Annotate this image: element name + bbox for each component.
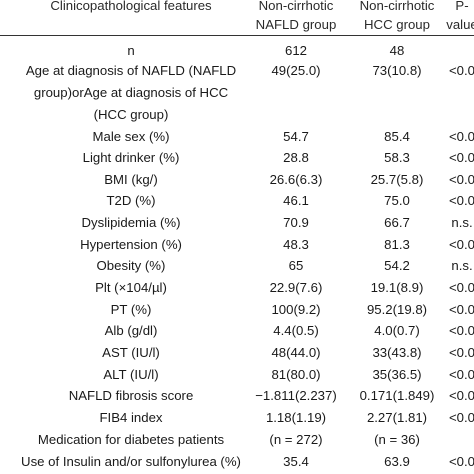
table-cell-p: <0.0 (448, 63, 474, 78)
table-cell-p: <0.0 (448, 193, 474, 208)
table-cell-nafld: 35.4 (283, 454, 309, 469)
table-cell-p: <0.0 (448, 172, 474, 187)
table-cell-hcc: 85.4 (384, 129, 410, 144)
table-cell-p: <0.0 (448, 410, 474, 425)
table-cell-hcc: 73(10.8) (372, 63, 422, 78)
table-cell-nafld: (n = 272) (269, 432, 323, 447)
table-cell-p: <0.0 (448, 129, 474, 144)
header-nafld-line2: NAFLD group (255, 17, 337, 32)
table-cell-hcc: 95.2(19.8) (366, 302, 428, 317)
table-cell-feature: NAFLD fibrosis score (68, 388, 194, 403)
table-cell-feature: Light drinker (%) (82, 150, 180, 165)
table-cell-p: <0.0 (448, 237, 474, 252)
header-hcc-line1: Non-cirrhotic (359, 0, 435, 13)
table-cell-nafld: 46.1 (283, 193, 309, 208)
table-cell-nafld: 49(25.0) (271, 63, 321, 78)
table-cell-feature: Age at diagnosis of NAFLD (NAFLD (25, 63, 237, 78)
header-hcc-line2: HCC group (364, 17, 430, 32)
header-p-line1: P- (455, 0, 469, 13)
table-cell-nafld: 48(44.0) (271, 345, 321, 360)
table-cell-hcc: 54.2 (384, 258, 410, 273)
table-cell-nafld: 4.4(0.5) (273, 323, 319, 338)
table-cell-feature: Medication for diabetes patients (37, 432, 225, 447)
table-cell-feature: Male sex (%) (92, 129, 170, 144)
table-cell-nafld: 48.3 (283, 237, 309, 252)
table-cell-nafld: 70.9 (283, 215, 309, 230)
table-cell-feature: ALT (IU/l) (103, 367, 159, 382)
table-cell-feature: BMI (kg/) (104, 172, 158, 187)
table-cell-nafld: 81(80.0) (271, 367, 321, 382)
table-cell-hcc: (n = 36) (374, 432, 420, 447)
table-cell-hcc: 75.0 (384, 193, 410, 208)
header-rule (0, 35, 474, 36)
table-cell-p: n.s. (451, 258, 473, 273)
table-cell-feature: FIB4 index (99, 410, 163, 425)
table-cell-hcc: 81.3 (384, 237, 410, 252)
table-cell-p: <0.0 (448, 454, 474, 469)
table-cell-feature: group)orAge at diagnosis of HCC (33, 85, 229, 100)
table-cell-feature: Use of Insulin and/or sulfonylurea (%) (21, 454, 241, 469)
table-cell-hcc: 33(43.8) (372, 345, 422, 360)
table-cell-hcc: 4.0(0.7) (374, 323, 420, 338)
table-cell-hcc: 2.27(1.81) (366, 410, 428, 425)
header-features: Clinicopathological features (50, 0, 212, 13)
header-nafld-line1: Non-cirrhotic (258, 0, 334, 13)
table-cell-hcc: 58.3 (384, 150, 410, 165)
table-cell-nafld: 612 (284, 43, 307, 58)
table-cell-p: <0.0 (448, 388, 474, 403)
table-cell-p: <0.0 (448, 280, 474, 295)
table-cell-nafld: −1.811(2.237) (255, 388, 337, 403)
table-cell-hcc: 0.171(1.849) (359, 388, 435, 403)
table-cell-hcc: 66.7 (384, 215, 410, 230)
table-cell-feature: T2D (%) (106, 193, 156, 208)
table-cell-feature: AST (IU/l) (102, 345, 160, 360)
table-cell-feature: (HCC group) (93, 107, 169, 122)
table-cell-nafld: 100(9.2) (271, 302, 321, 317)
table-cell-feature: Obesity (%) (96, 258, 166, 273)
table-cell-feature: n (127, 43, 135, 58)
table-cell-p: <0.0 (448, 150, 474, 165)
table-cell-hcc: 19.1(8.9) (370, 280, 424, 295)
table-cell-p: <0.0 (448, 367, 474, 382)
table-cell-hcc: 48 (389, 43, 405, 58)
header-p-line2: value (446, 17, 474, 32)
table-cell-feature: Plt (×104/µl) (95, 280, 167, 295)
table-cell-nafld: 28.8 (283, 150, 309, 165)
table-cell-hcc: 63.9 (384, 454, 410, 469)
table-cell-feature: Alb (g/dl) (104, 323, 158, 338)
table-cell-feature: Dyslipidemia (%) (81, 215, 181, 230)
table-cell-nafld: 65 (288, 258, 304, 273)
table-cell-hcc: 35(36.5) (372, 367, 422, 382)
table-cell-nafld: 54.7 (283, 129, 309, 144)
table-cell-nafld: 1.18(1.19) (265, 410, 327, 425)
table-cell-nafld: 22.9(7.6) (269, 280, 323, 295)
table-cell-hcc: 25.7(5.8) (370, 172, 424, 187)
table-cell-p: <0.0 (448, 323, 474, 338)
table-cell-p: n.s. (451, 215, 473, 230)
table-cell-p: <0.0 (448, 302, 474, 317)
table-cell-p: <0.0 (448, 345, 474, 360)
table-cell-feature: PT (%) (110, 302, 152, 317)
table-cell-nafld: 26.6(6.3) (269, 172, 323, 187)
table-cell-feature: Hypertension (%) (80, 237, 182, 252)
